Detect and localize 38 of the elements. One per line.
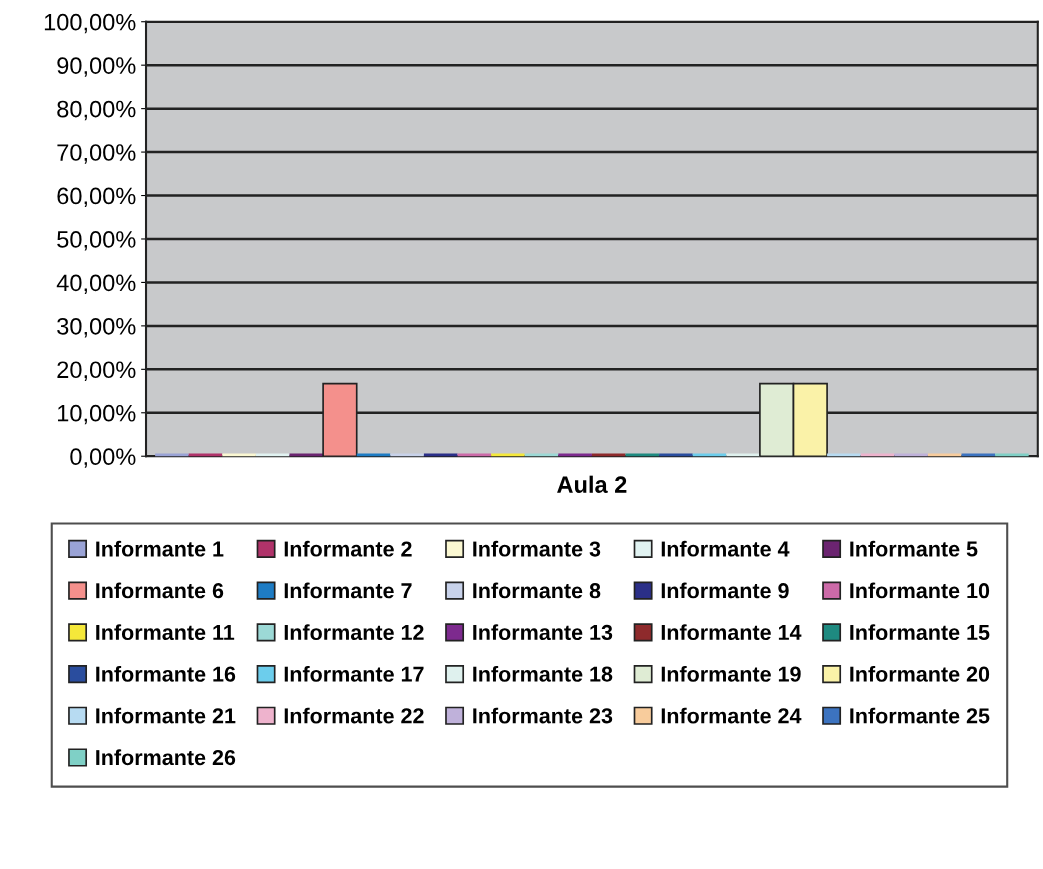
y-tick-label: 60,00%	[57, 187, 136, 208]
legend-label: Informante 16	[96, 665, 236, 682]
legend-label: Informante 21	[96, 707, 236, 724]
y-tick-label: 40,00%	[56, 274, 136, 294]
legend-label: Informante 22	[284, 707, 424, 724]
legend-label: Informante 25	[850, 707, 990, 724]
legend-label: Informante 10	[850, 582, 990, 599]
y-tick-label: 0,00%	[70, 448, 136, 468]
legend-label: Informante 9	[661, 582, 789, 599]
legend-label: Informante 7	[284, 582, 412, 599]
y-tick-label: 30,00%	[57, 317, 136, 338]
y-tick-label: 10,00%	[58, 404, 136, 425]
legend-label: Informante 23	[473, 707, 613, 724]
legend-label: Informante 2	[284, 540, 412, 557]
legend-label: Informante 12	[284, 624, 424, 641]
x-tick-label: Aula 2	[557, 475, 627, 494]
legend-label: Informante 4	[661, 540, 790, 557]
legend-label: Informante 5	[850, 540, 978, 557]
y-tick-label: 100,00%	[44, 13, 136, 34]
legend-label: Informante 1	[96, 540, 224, 557]
legend-label: Informante 24	[661, 707, 802, 724]
legend-label: Informante 20	[850, 665, 990, 682]
legend-label: Informante 11	[96, 624, 235, 641]
legend-label: Informante 26	[96, 749, 236, 766]
y-tick-label: 70,00%	[57, 144, 136, 164]
legend-label: Informante 18	[473, 665, 613, 682]
legend-label: Informante 13	[473, 624, 613, 641]
legend-label: Informante 15	[850, 624, 990, 641]
legend-label: Informante 6	[96, 582, 224, 599]
legend-label: Informante 14	[661, 624, 802, 641]
y-tick-label: 80,00%	[57, 100, 136, 121]
y-tick-label: 50,00%	[57, 231, 136, 251]
y-tick-label: 20,00%	[57, 361, 136, 381]
legend-label: Informante 8	[473, 582, 601, 599]
legend-label: Informante 19	[661, 665, 801, 682]
legend-label: Informante 3	[473, 540, 601, 557]
y-tick-label: 90,00%	[57, 57, 136, 77]
legend-label: Informante 17	[284, 665, 424, 682]
